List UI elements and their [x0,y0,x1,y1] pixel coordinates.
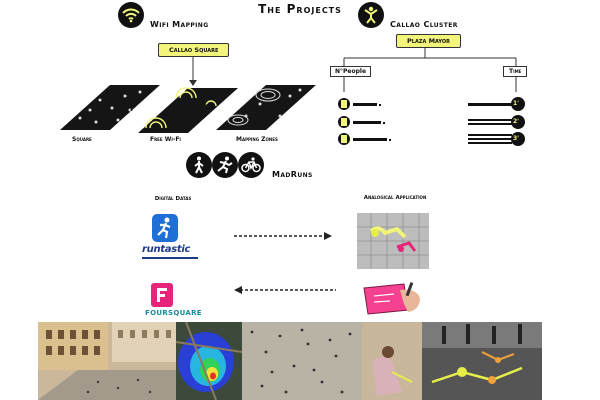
run-icon [217,156,233,174]
time-value-3: 3' [513,135,520,142]
runtastic-wordmark: runtastic [142,244,191,255]
equals-operator: = [204,100,215,115]
wifi-diagram [60,56,316,133]
cluster-section-icon [358,2,384,28]
digital-label: Digital Datas [154,196,192,202]
wifi-section-icon [118,2,144,28]
walk-section-icon [186,152,212,178]
walk-icon [194,156,204,174]
bike-section-icon [238,152,264,178]
page-title: The Projects [258,2,342,16]
people-node: N°People [330,66,372,77]
person-icon [364,6,378,24]
label-mapping-zones: Mapping Zones [236,136,278,143]
foursquare-logo [151,283,173,307]
label-square: Square [72,136,92,143]
bike-icon [241,157,261,173]
photo-callao-building [38,322,176,400]
photo-plaza-crowd [242,322,422,400]
analog-label: Analogical Application [363,195,427,201]
analog-map-image [357,213,429,269]
runtastic-logo [152,214,178,242]
photo-street-chalk [422,322,542,400]
runtastic-underline [142,257,198,259]
tag-pointer-arrow [189,80,197,86]
time-node: Time [503,66,528,77]
foursquare-wordmark: FOURSQUARE [145,309,202,317]
runner-icon [157,217,171,239]
wifi-tag: Callao Square [158,43,230,57]
wifi-heading: Wifi Mapping [150,20,209,29]
cluster-heading: Callao Cluster [390,20,458,29]
photo-heatmap [176,322,242,400]
madruns-arrows [234,232,336,294]
run-section-icon [212,152,238,178]
wifi-icon [122,8,140,23]
time-bars [468,97,525,146]
square-plate [60,85,160,130]
plus-operator: + [126,100,137,115]
label-free-wifi: Free Wi-Fi [150,136,181,143]
madruns-heading: MadRuns [272,170,313,179]
cluster-tree [338,47,525,146]
pink-card-image [360,280,422,316]
cluster-tag: Plaza Mayor [396,34,461,48]
people-bars [338,98,391,145]
time-value-2: 2' [513,118,520,125]
time-value-1: 1' [513,100,520,107]
foursquare-f-icon [157,288,167,302]
